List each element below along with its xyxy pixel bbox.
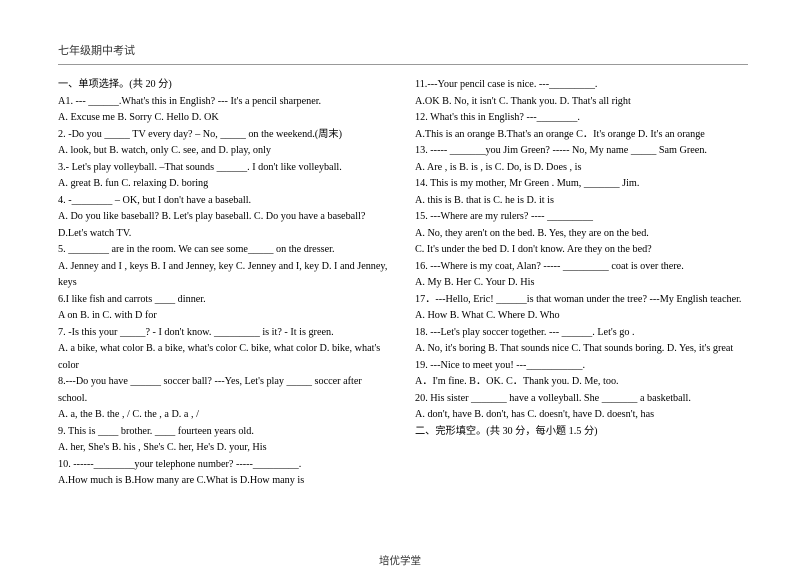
- q1-options: A. Excuse me B. Sorry C. Hello D. OK: [58, 110, 391, 127]
- q10-stem: 10. ------________your telephone number?…: [58, 457, 391, 474]
- q14-options: A. this is B. that is C. he is D. it is: [415, 193, 748, 210]
- q6-options: A on B. in C. with D for: [58, 308, 391, 325]
- q5-options: A. Jenney and I , keys B. I and Jenney, …: [58, 259, 391, 292]
- q12-stem: 12. What's this in English? ---________.: [415, 110, 748, 127]
- q11-options: A.OK B. No, it isn't C. Thank you. D. Th…: [415, 94, 748, 111]
- q17-options: A. How B. What C. Where D. Who: [415, 308, 748, 325]
- q17-stem: 17．---Hello, Eric! ______is that woman u…: [415, 292, 748, 309]
- content-columns: 一、单项选择。(共 20 分) A1. --- ______.What's th…: [58, 77, 748, 490]
- section2-title: 二、完形填空。(共 30 分，每小题 1.5 分): [415, 424, 748, 441]
- footer-text: 培优学堂: [0, 553, 800, 568]
- section1-title: 一、单项选择。(共 20 分): [58, 77, 391, 94]
- q9-options: A. her, She's B. his , She's C. her, He'…: [58, 440, 391, 457]
- q13-stem: 13. ----- _______you Jim Green? ----- No…: [415, 143, 748, 160]
- right-column: 11.---Your pencil case is nice. ---_____…: [415, 77, 748, 490]
- q5-stem: 5. ________ are in the room. We can see …: [58, 242, 391, 259]
- q4-options: A. Do you like baseball? B. Let's play b…: [58, 209, 391, 242]
- q6-stem: 6.I like fish and carrots ____ dinner.: [58, 292, 391, 309]
- q4-stem: 4. -________ – OK, but I don't have a ba…: [58, 193, 391, 210]
- q16-options: A. My B. Her C. Your D. His: [415, 275, 748, 292]
- q19-options: A．I'm fine. B．OK. C．Thank you. D. Me, to…: [415, 374, 748, 391]
- q20-stem: 20. His sister _______ have a volleyball…: [415, 391, 748, 408]
- q8-stem: 8.---Do you have ______ soccer ball? ---…: [58, 374, 391, 407]
- q15-options: A. No, they aren't on the bed. B. Yes, t…: [415, 226, 748, 243]
- page-root: 七年级期中考试 一、单项选择。(共 20 分) A1. --- ______.W…: [0, 0, 800, 578]
- q2-options: A. look, but B. watch, only C. see, and …: [58, 143, 391, 160]
- q10-options: A.How much is B.How many are C.What is D…: [58, 473, 391, 490]
- q7-stem: 7. -Is this your _____? - I don't know. …: [58, 325, 391, 342]
- q15-options2: C. It's under the bed D. I don't know. A…: [415, 242, 748, 259]
- q9-stem: 9. This is ____ brother. ____ fourteen y…: [58, 424, 391, 441]
- q11-stem: 11.---Your pencil case is nice. ---_____…: [415, 77, 748, 94]
- q18-options: A. No, it's boring B. That sounds nice C…: [415, 341, 748, 358]
- left-column: 一、单项选择。(共 20 分) A1. --- ______.What's th…: [58, 77, 391, 490]
- q12-options: A.This is an orange B.That's an orange C…: [415, 127, 748, 144]
- q20-options: A. don't, have B. don't, has C. doesn't,…: [415, 407, 748, 424]
- q8-options: A. a, the B. the , / C. the , a D. a , /: [58, 407, 391, 424]
- q3-stem: 3.- Let's play volleyball. –That sounds …: [58, 160, 391, 177]
- q7-options: A. a bike, what color B. a bike, what's …: [58, 341, 391, 374]
- q13-options: A. Are , is B. is , is C. Do, is D. Does…: [415, 160, 748, 177]
- q16-stem: 16. ---Where is my coat, Alan? ----- ___…: [415, 259, 748, 276]
- q14-stem: 14. This is my mother, Mr Green . Mum, _…: [415, 176, 748, 193]
- header-title: 七年级期中考试: [58, 42, 748, 65]
- q3-options: A. great B. fun C. relaxing D. boring: [58, 176, 391, 193]
- q1-stem: A1. --- ______.What's this in English? -…: [58, 94, 391, 111]
- q2-stem: 2. -Do you _____ TV every day? – No, ___…: [58, 127, 391, 144]
- q18-stem: 18. ---Let's play soccer together. --- _…: [415, 325, 748, 342]
- q19-stem: 19. ---Nice to meet you! ---___________.: [415, 358, 748, 375]
- q15-stem: 15. ---Where are my rulers? ---- _______…: [415, 209, 748, 226]
